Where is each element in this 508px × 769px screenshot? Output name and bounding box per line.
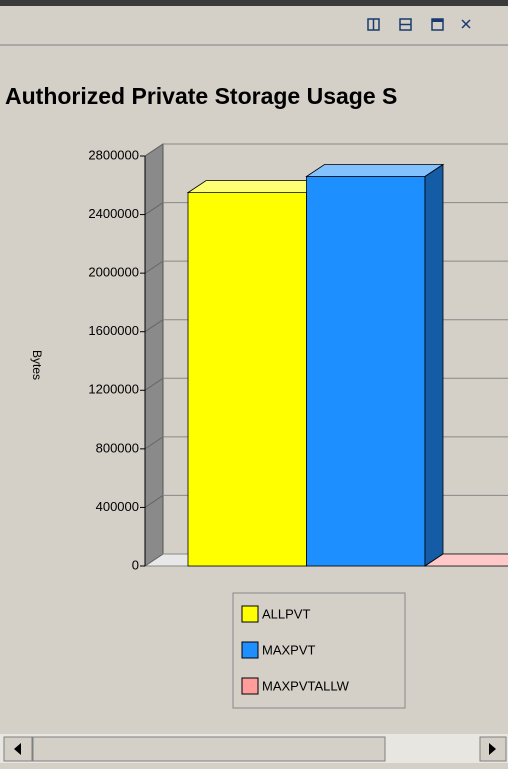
legend-label: MAXPVTALLW (262, 678, 350, 693)
bar-top (305, 164, 445, 177)
y-tick-label: 800000 (96, 440, 139, 455)
grid-line (144, 319, 164, 333)
legend-swatch (241, 605, 259, 623)
grid-line (144, 436, 164, 450)
bar-front (306, 176, 426, 567)
grid-line (144, 495, 164, 508)
toolbar (367, 18, 471, 31)
y-tick-label: 2000000 (88, 265, 139, 280)
y-tick-label: 2800000 (88, 147, 139, 162)
plot: 0 400000 800000 1200000 1600000 2000000 240000… (88, 143, 508, 572)
chart-title: Authorized Private Storage Usage S (5, 83, 397, 109)
legend-swatch (241, 641, 259, 659)
legend-label: ALLPVT (262, 606, 310, 621)
legend (232, 592, 406, 709)
window-top-bar (0, 0, 508, 6)
scroll-right-arrow (489, 743, 496, 755)
y-tick-label: 1600000 (88, 323, 139, 338)
y-axis-label: Bytes (30, 350, 44, 380)
split-vertical-button[interactable] (367, 18, 380, 31)
maximize-button[interactable] (431, 18, 444, 31)
y-tick-label: 2400000 (88, 206, 139, 221)
bar-front (187, 192, 307, 567)
legend-swatch (241, 677, 259, 695)
grid-line (144, 143, 164, 157)
y-tick-label: 400000 (96, 499, 139, 514)
grid-line (144, 260, 164, 274)
bar-side (424, 163, 444, 567)
side-wall (144, 143, 164, 567)
scrollbar (0, 734, 508, 763)
split-horizontal-button[interactable] (399, 18, 412, 31)
scroll-right[interactable] (479, 736, 507, 762)
close-button[interactable] (461, 19, 471, 29)
bar-top (186, 180, 326, 194)
scroll-thumb[interactable] (32, 736, 386, 762)
grid-line (144, 553, 164, 567)
grid-line (144, 202, 164, 215)
scroll-left-arrow (14, 743, 21, 755)
legend-entries: ALLPVT MAXPVT MAXPVTALLW (241, 605, 350, 695)
y-tick-label: 1200000 (88, 382, 139, 397)
bar-top (423, 553, 508, 567)
grid-line (144, 377, 164, 391)
y-tick-label: 0 (132, 557, 139, 572)
legend-label: MAXPVT (262, 642, 316, 657)
